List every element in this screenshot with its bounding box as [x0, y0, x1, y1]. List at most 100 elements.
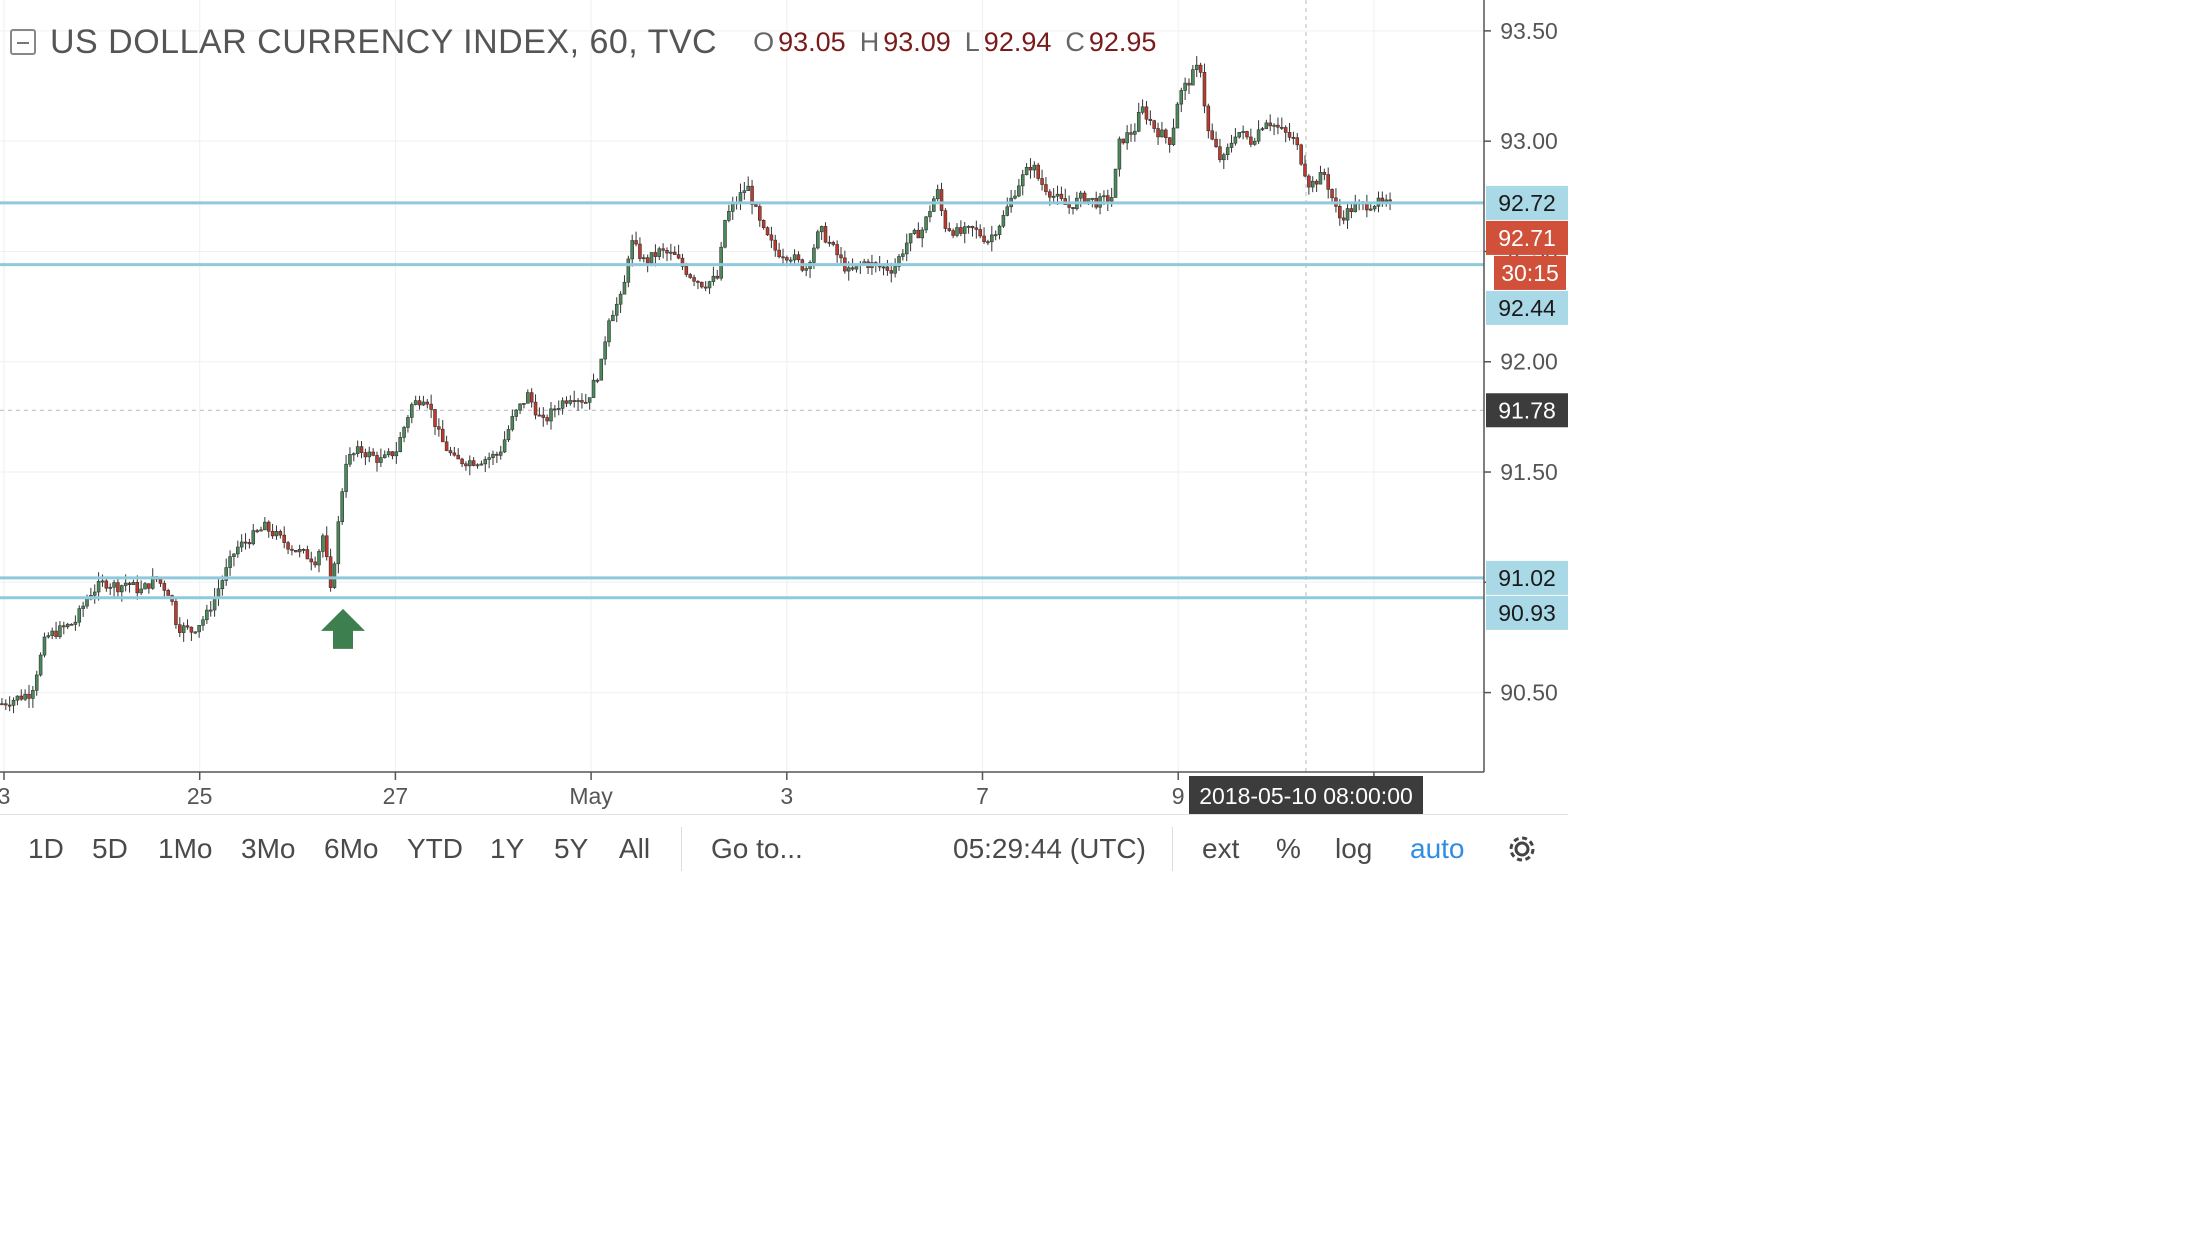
close-key: C	[1065, 26, 1085, 57]
candle-body	[127, 582, 132, 586]
candle-body	[676, 254, 681, 259]
candle-body	[236, 546, 240, 555]
candle-body	[406, 417, 410, 428]
candle-body	[707, 281, 712, 289]
candle-body	[1044, 184, 1048, 193]
candle-body	[1040, 178, 1044, 185]
candle-body	[479, 463, 484, 466]
candle-body	[723, 220, 727, 248]
bottom-toolbar: 1D 5D 1Mo 3Mo 6Mo YTD 1Y 5Y All Go to...…	[0, 814, 1568, 883]
candle-body	[738, 192, 743, 204]
price-badge-label: 90.93	[1498, 600, 1556, 626]
candle-body	[1241, 131, 1245, 133]
toolbar-divider	[1172, 827, 1173, 871]
candle-body	[1179, 90, 1184, 105]
gear-icon[interactable]	[1505, 832, 1539, 866]
candle-body	[352, 453, 356, 456]
range-1y-button[interactable]: 1Y	[490, 833, 525, 864]
candle-body	[390, 451, 395, 457]
candle-body	[437, 426, 441, 430]
price-badge-label: 91.78	[1498, 397, 1556, 423]
candle-body	[1071, 207, 1075, 210]
goto-button[interactable]: Go to...	[711, 833, 803, 864]
range-5y-button[interactable]: 5Y	[554, 833, 589, 864]
candle-body	[526, 392, 530, 404]
candle-body	[282, 534, 286, 543]
candle-body	[259, 529, 263, 532]
candle-body	[34, 674, 39, 691]
y-tick-label: 90.50	[1500, 680, 1558, 706]
auto-toggle[interactable]: auto	[1410, 833, 1465, 864]
candle-body	[367, 451, 372, 458]
candle-body	[835, 244, 839, 256]
candle-body	[754, 204, 758, 207]
candle-body	[1210, 130, 1214, 140]
candle-body	[549, 408, 553, 422]
collapse-icon[interactable]	[10, 29, 36, 55]
candle-body	[1171, 127, 1176, 145]
candle-body	[116, 582, 120, 593]
candle-body	[665, 250, 669, 254]
candle-body	[533, 401, 538, 416]
range-1d-button[interactable]: 1D	[28, 833, 64, 864]
candle-body	[166, 590, 170, 596]
candle-body	[1233, 136, 1238, 144]
price-badge-label: 92.72	[1498, 190, 1556, 216]
candle-body	[990, 234, 994, 243]
range-ytd-button[interactable]: YTD	[407, 833, 463, 864]
candle-body	[290, 548, 294, 551]
candle-body	[1129, 132, 1133, 135]
candle-body	[672, 251, 677, 255]
candle-body	[595, 379, 600, 382]
range-1mo-button[interactable]: 1Mo	[158, 833, 213, 864]
candle-body	[804, 268, 808, 271]
candle-body	[568, 400, 573, 404]
log-toggle[interactable]: log	[1335, 833, 1373, 864]
candle-body	[251, 530, 256, 545]
candle-body	[1314, 180, 1319, 185]
candle-body	[7, 704, 12, 707]
candle-body	[1229, 142, 1234, 148]
candle-body	[417, 400, 422, 406]
candle-body	[305, 549, 310, 560]
candle-body	[1214, 138, 1218, 148]
price-chart[interactable]: 32527May3791490.5091.0091.5092.0092.5093…	[0, 0, 1568, 814]
candle-body	[715, 275, 720, 279]
candle-body	[402, 427, 406, 438]
candle-body	[1156, 128, 1160, 138]
candle-body	[1372, 205, 1377, 210]
candle-body	[1206, 105, 1211, 132]
candle-body	[893, 266, 897, 274]
candle-body	[669, 251, 673, 254]
candle-body	[23, 693, 27, 700]
range-all-button[interactable]: All	[619, 833, 651, 864]
range-3mo-button[interactable]: 3Mo	[241, 833, 296, 864]
candle-body	[1001, 215, 1006, 227]
candle-body	[491, 453, 495, 459]
candle-body	[618, 293, 623, 305]
candle-body	[576, 400, 580, 402]
candle-body	[584, 401, 588, 404]
candle-body	[657, 248, 662, 257]
candle-body	[1055, 193, 1060, 197]
candle-body	[120, 585, 124, 593]
candle-body	[108, 586, 112, 589]
candle-body	[31, 690, 35, 699]
candle-body	[901, 253, 905, 257]
range-5d-button[interactable]: 5D	[92, 833, 128, 864]
candle-body	[201, 619, 205, 626]
toolbar-divider	[681, 827, 682, 871]
range-6mo-button[interactable]: 6Mo	[324, 833, 379, 864]
percent-toggle[interactable]: %	[1276, 833, 1301, 864]
candle-body	[1144, 106, 1149, 120]
candle-body	[1353, 203, 1358, 213]
candle-body	[908, 233, 913, 244]
candle-body	[228, 556, 232, 568]
candle-body	[189, 626, 194, 633]
y-tick-label: 93.50	[1500, 18, 1558, 44]
candle-body	[294, 549, 298, 553]
candle-body	[135, 582, 140, 594]
candle-body	[904, 242, 909, 255]
candle-body	[178, 624, 182, 633]
ext-toggle[interactable]: ext	[1202, 833, 1240, 864]
